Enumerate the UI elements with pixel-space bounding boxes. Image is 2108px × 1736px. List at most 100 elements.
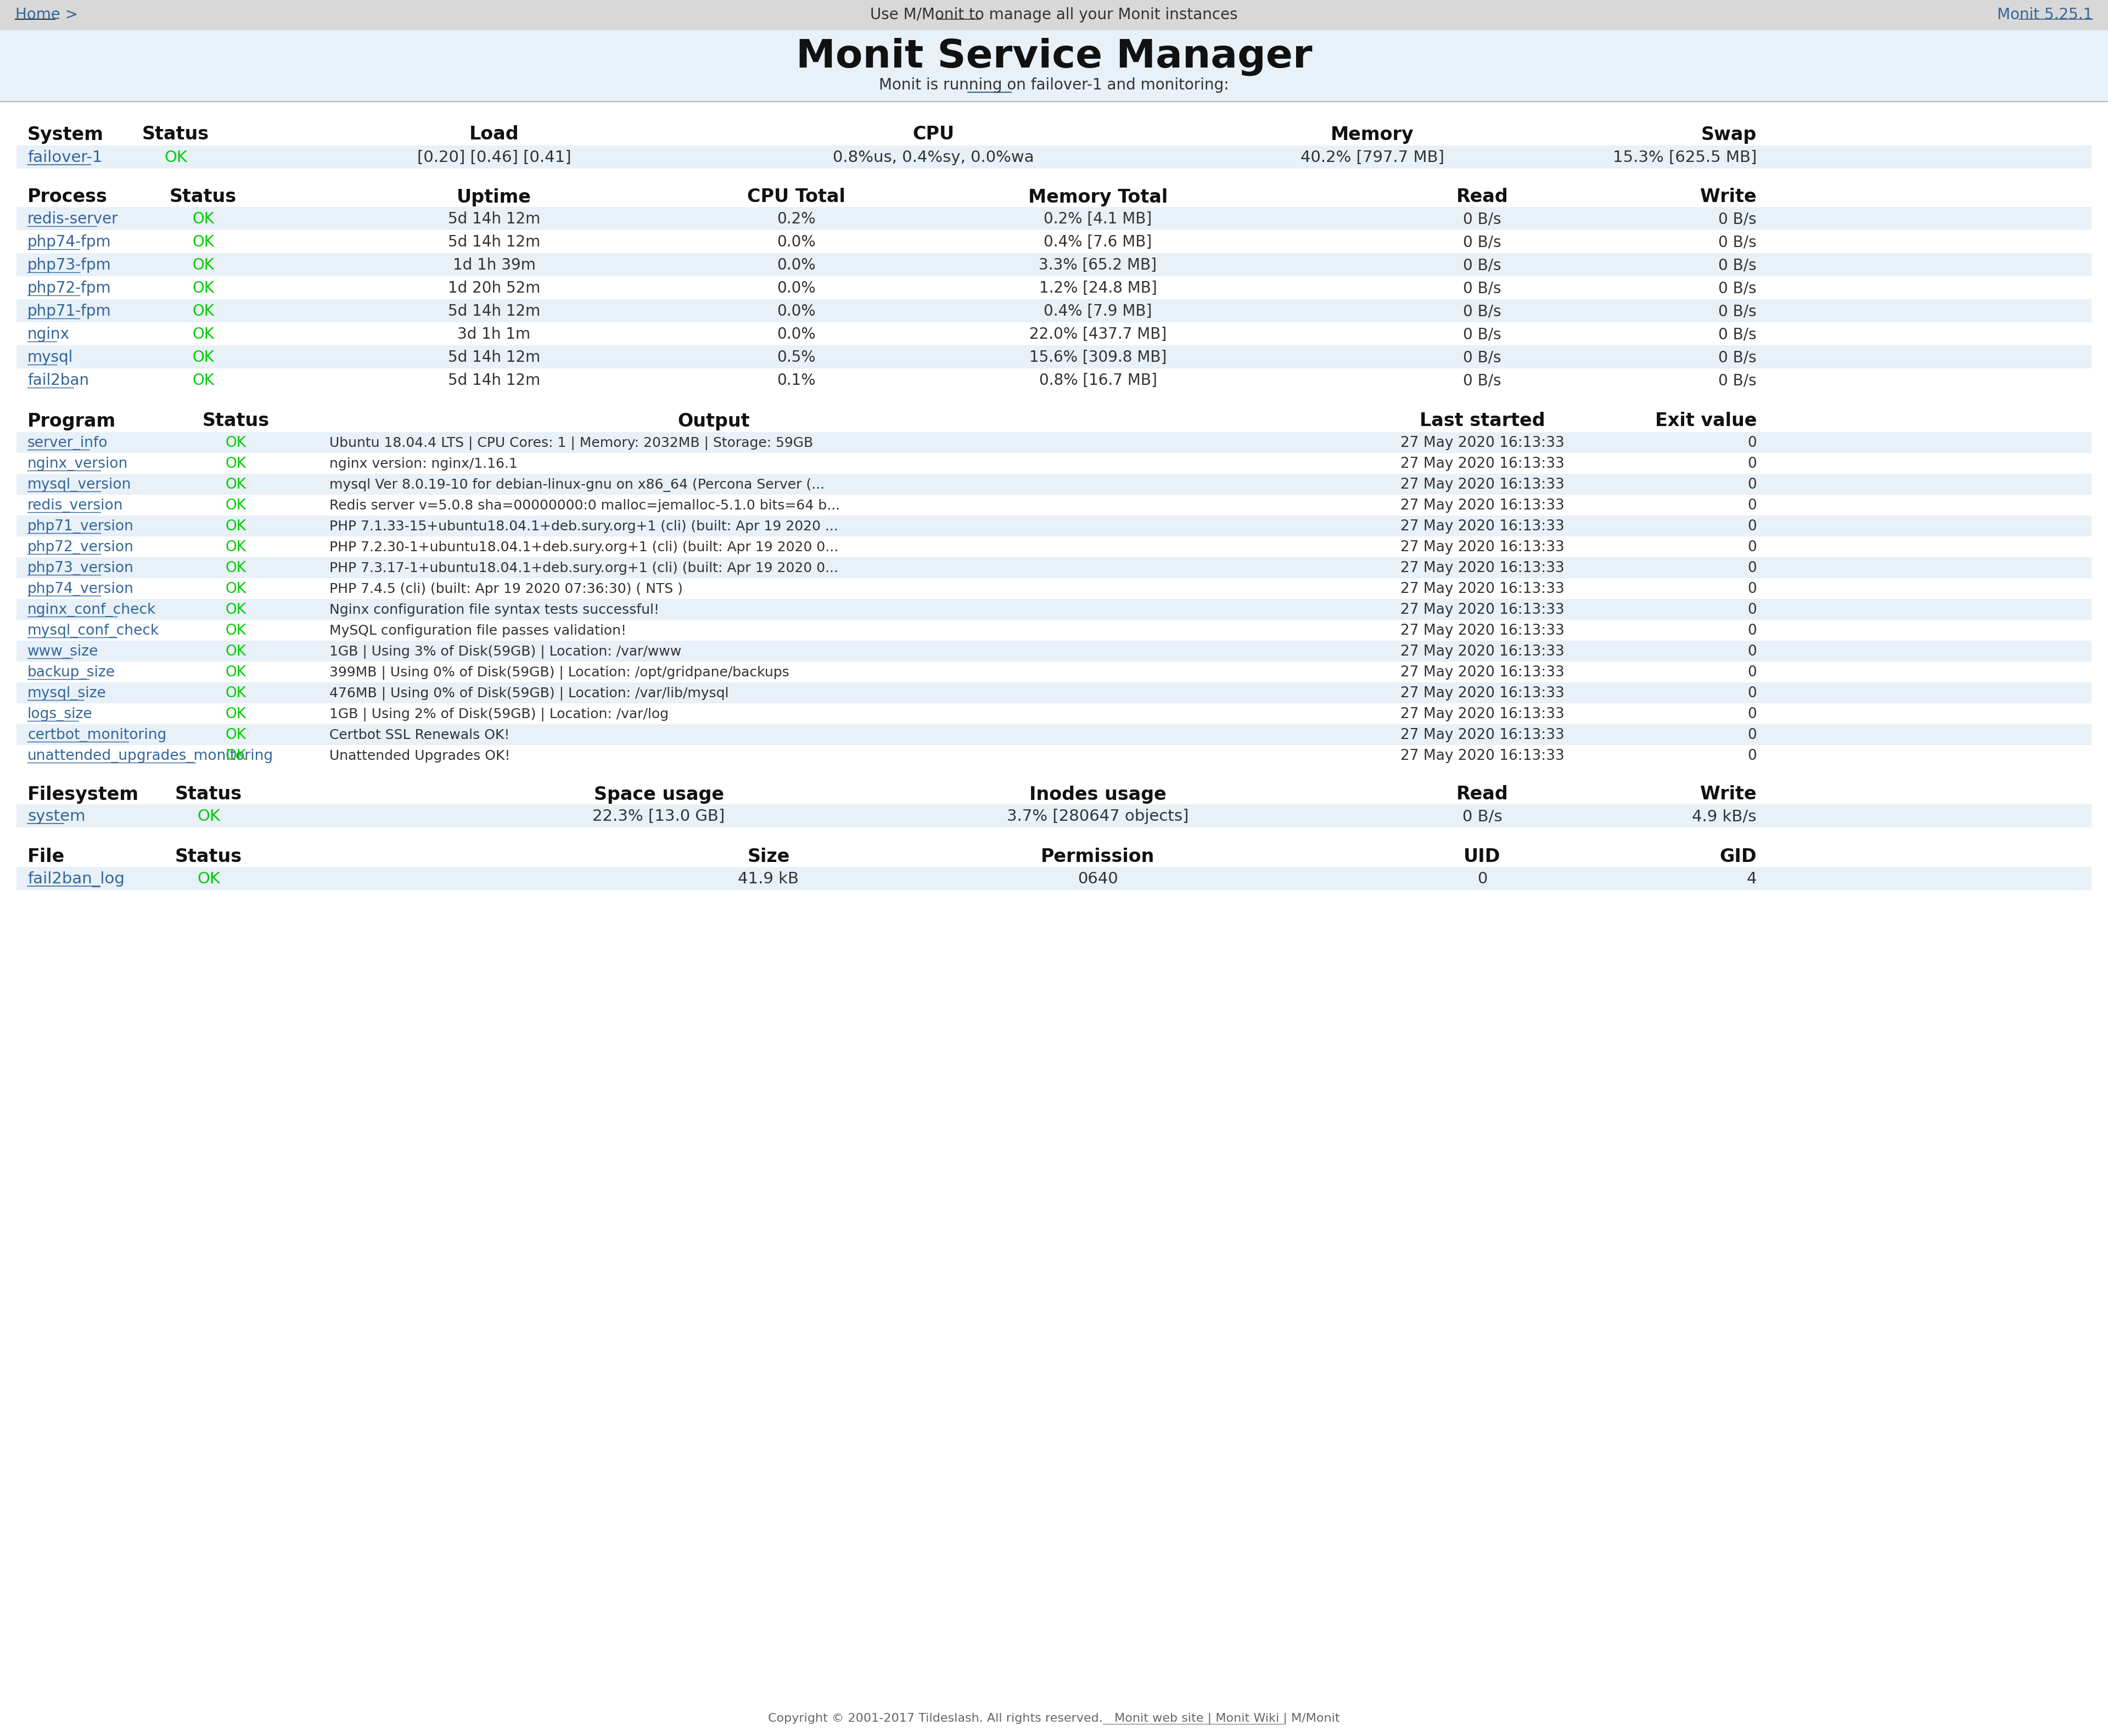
Text: 0 B/s: 0 B/s bbox=[1463, 809, 1503, 825]
Text: php72-fpm: php72-fpm bbox=[27, 281, 112, 295]
Text: 27 May 2020 16:13:33: 27 May 2020 16:13:33 bbox=[1400, 540, 1564, 554]
FancyBboxPatch shape bbox=[17, 495, 2091, 516]
Text: OK: OK bbox=[226, 727, 247, 743]
Text: 1.2% [24.8 MB]: 1.2% [24.8 MB] bbox=[1039, 281, 1157, 295]
FancyBboxPatch shape bbox=[17, 231, 2091, 253]
Text: 0.0%: 0.0% bbox=[776, 326, 816, 342]
Text: 27 May 2020 16:13:33: 27 May 2020 16:13:33 bbox=[1400, 477, 1564, 491]
FancyBboxPatch shape bbox=[17, 536, 2091, 557]
Text: mysql: mysql bbox=[27, 349, 74, 365]
Text: Load: Load bbox=[470, 125, 519, 144]
Text: nginx version: nginx/1.16.1: nginx version: nginx/1.16.1 bbox=[329, 457, 519, 470]
Text: PHP 7.3.17-1+ubuntu18.04.1+deb.sury.org+1 (cli) (built: Apr 19 2020 0...: PHP 7.3.17-1+ubuntu18.04.1+deb.sury.org+… bbox=[329, 562, 839, 575]
Text: Program: Program bbox=[27, 411, 116, 431]
FancyBboxPatch shape bbox=[17, 661, 2091, 682]
Text: server_info: server_info bbox=[27, 436, 108, 450]
Text: www_size: www_size bbox=[27, 644, 99, 660]
Text: Write: Write bbox=[1701, 785, 1756, 804]
Text: 0.5%: 0.5% bbox=[776, 349, 816, 365]
Text: 0 B/s: 0 B/s bbox=[1463, 281, 1501, 295]
Text: Certbot SSL Renewals OK!: Certbot SSL Renewals OK! bbox=[329, 729, 510, 741]
Text: Status: Status bbox=[175, 785, 242, 804]
FancyBboxPatch shape bbox=[17, 345, 2091, 368]
Text: Use M/Monit to manage all your Monit instances: Use M/Monit to manage all your Monit ins… bbox=[871, 7, 1237, 23]
FancyBboxPatch shape bbox=[17, 432, 2091, 453]
Text: OK: OK bbox=[196, 871, 219, 887]
Text: Monit is running on failover-1 and monitoring:: Monit is running on failover-1 and monit… bbox=[879, 78, 1229, 92]
Text: OK: OK bbox=[192, 281, 215, 295]
Text: Process: Process bbox=[27, 187, 108, 207]
Text: Home >: Home > bbox=[15, 7, 78, 23]
Text: 0.4% [7.9 MB]: 0.4% [7.9 MB] bbox=[1043, 304, 1153, 319]
Text: OK: OK bbox=[226, 519, 247, 533]
Text: mysql Ver 8.0.19-10 for debian-linux-gnu on x86_64 (Percona Server (...: mysql Ver 8.0.19-10 for debian-linux-gnu… bbox=[329, 477, 824, 491]
Text: [0.20] [0.46] [0.41]: [0.20] [0.46] [0.41] bbox=[417, 149, 571, 165]
Text: 0: 0 bbox=[1748, 477, 1756, 491]
Text: php73_version: php73_version bbox=[27, 561, 135, 575]
Text: OK: OK bbox=[192, 349, 215, 365]
Text: 22.0% [437.7 MB]: 22.0% [437.7 MB] bbox=[1029, 326, 1166, 342]
Text: Status: Status bbox=[169, 187, 236, 207]
Text: 0 B/s: 0 B/s bbox=[1718, 257, 1756, 273]
FancyBboxPatch shape bbox=[17, 516, 2091, 536]
Text: 5d 14h 12m: 5d 14h 12m bbox=[447, 373, 540, 389]
Text: php74_version: php74_version bbox=[27, 582, 135, 595]
FancyBboxPatch shape bbox=[17, 682, 2091, 703]
Text: fail2ban: fail2ban bbox=[27, 373, 89, 389]
Text: 0 B/s: 0 B/s bbox=[1718, 373, 1756, 389]
Text: 0.8% [16.7 MB]: 0.8% [16.7 MB] bbox=[1039, 373, 1157, 389]
Text: 0: 0 bbox=[1748, 707, 1756, 722]
Text: 27 May 2020 16:13:33: 27 May 2020 16:13:33 bbox=[1400, 748, 1564, 764]
Text: 399MB | Using 0% of Disk(59GB) | Location: /opt/gridpane/backups: 399MB | Using 0% of Disk(59GB) | Locatio… bbox=[329, 665, 788, 679]
Text: Status: Status bbox=[141, 125, 209, 144]
Text: Unattended Upgrades OK!: Unattended Upgrades OK! bbox=[329, 750, 510, 762]
Text: 0 B/s: 0 B/s bbox=[1718, 212, 1756, 227]
Text: 15.6% [309.8 MB]: 15.6% [309.8 MB] bbox=[1029, 349, 1166, 365]
Text: 0.0%: 0.0% bbox=[776, 281, 816, 295]
Text: OK: OK bbox=[226, 748, 247, 764]
Text: Status: Status bbox=[175, 847, 242, 866]
Text: nginx_conf_check: nginx_conf_check bbox=[27, 602, 156, 616]
Text: Permission: Permission bbox=[1041, 847, 1155, 866]
Text: nginx: nginx bbox=[27, 326, 70, 342]
Text: 0 B/s: 0 B/s bbox=[1463, 212, 1501, 227]
Text: nginx_version: nginx_version bbox=[27, 457, 129, 470]
Text: 1d 1h 39m: 1d 1h 39m bbox=[453, 257, 535, 273]
Text: 3.3% [65.2 MB]: 3.3% [65.2 MB] bbox=[1039, 257, 1157, 273]
Text: 0.0%: 0.0% bbox=[776, 304, 816, 319]
Text: 0: 0 bbox=[1748, 457, 1756, 470]
FancyBboxPatch shape bbox=[17, 745, 2091, 766]
Text: 27 May 2020 16:13:33: 27 May 2020 16:13:33 bbox=[1400, 561, 1564, 575]
Text: 0: 0 bbox=[1748, 436, 1756, 450]
Text: 0 B/s: 0 B/s bbox=[1463, 304, 1501, 319]
Text: GID: GID bbox=[1720, 847, 1756, 866]
Text: 0: 0 bbox=[1748, 727, 1756, 743]
Text: OK: OK bbox=[226, 582, 247, 595]
Text: CPU Total: CPU Total bbox=[746, 187, 845, 207]
FancyBboxPatch shape bbox=[17, 578, 2091, 599]
Text: redis_version: redis_version bbox=[27, 498, 122, 512]
Text: OK: OK bbox=[192, 304, 215, 319]
FancyBboxPatch shape bbox=[17, 599, 2091, 620]
Text: Ubuntu 18.04.4 LTS | CPU Cores: 1 | Memory: 2032MB | Storage: 59GB: Ubuntu 18.04.4 LTS | CPU Cores: 1 | Memo… bbox=[329, 436, 814, 450]
Text: 27 May 2020 16:13:33: 27 May 2020 16:13:33 bbox=[1400, 602, 1564, 616]
Text: 41.9 kB: 41.9 kB bbox=[738, 871, 799, 887]
FancyBboxPatch shape bbox=[17, 253, 2091, 276]
Text: Space usage: Space usage bbox=[594, 785, 723, 804]
FancyBboxPatch shape bbox=[17, 866, 2091, 891]
Text: OK: OK bbox=[226, 623, 247, 637]
FancyBboxPatch shape bbox=[17, 276, 2091, 299]
Text: Status: Status bbox=[202, 411, 270, 431]
Text: OK: OK bbox=[226, 602, 247, 616]
Text: 3.7% [280647 objects]: 3.7% [280647 objects] bbox=[1008, 809, 1189, 825]
Text: 27 May 2020 16:13:33: 27 May 2020 16:13:33 bbox=[1400, 519, 1564, 533]
Text: OK: OK bbox=[226, 644, 247, 660]
FancyBboxPatch shape bbox=[17, 703, 2091, 724]
Text: mysql_size: mysql_size bbox=[27, 686, 105, 701]
Text: 22.3% [13.0 GB]: 22.3% [13.0 GB] bbox=[592, 809, 725, 825]
Text: 3d 1h 1m: 3d 1h 1m bbox=[457, 326, 531, 342]
FancyBboxPatch shape bbox=[17, 641, 2091, 661]
FancyBboxPatch shape bbox=[17, 146, 2091, 168]
FancyBboxPatch shape bbox=[17, 323, 2091, 345]
Text: 0.0%: 0.0% bbox=[776, 234, 816, 250]
